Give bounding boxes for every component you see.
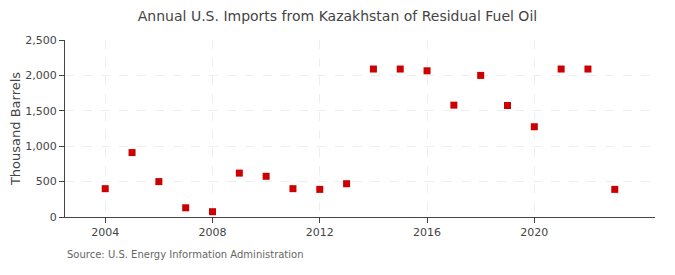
svg-text:Thousand Barrels: Thousand Barrels (8, 72, 23, 186)
svg-text:2012: 2012 (306, 226, 334, 239)
svg-text:0: 0 (50, 211, 57, 224)
svg-text:2,500: 2,500 (25, 34, 57, 47)
svg-text:2016: 2016 (413, 226, 441, 239)
svg-text:2020: 2020 (520, 226, 548, 239)
svg-text:500: 500 (36, 175, 57, 188)
svg-text:1,000: 1,000 (25, 140, 57, 153)
svg-text:2004: 2004 (91, 226, 119, 239)
svg-text:2008: 2008 (199, 226, 227, 239)
svg-text:2,000: 2,000 (25, 69, 57, 82)
svg-text:Annual U.S. Imports from Kazak: Annual U.S. Imports from Kazakhstan of R… (138, 8, 537, 24)
svg-text:Source: U.S. Energy Informatio: Source: U.S. Energy Information Administ… (67, 249, 304, 260)
svg-text:1,500: 1,500 (25, 105, 57, 118)
